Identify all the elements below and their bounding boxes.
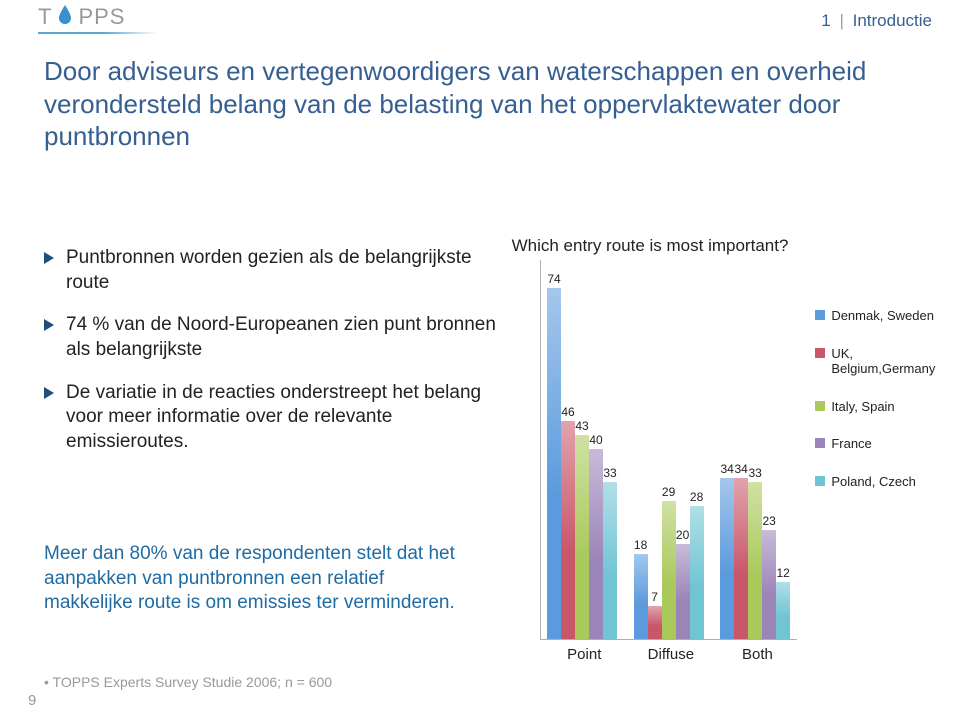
chart-value-label: 34 — [734, 462, 747, 476]
chart-plot: Point7446434033Diffuse187292028Both34343… — [540, 260, 797, 640]
legend-swatch — [815, 476, 825, 486]
chart-bar — [634, 554, 648, 640]
source-line: TOPPS Experts Survey Studie 2006; n = 60… — [60, 674, 332, 690]
chart-value-label: 23 — [762, 514, 775, 528]
chart-bar — [575, 435, 589, 639]
chart-value-label: 7 — [651, 590, 658, 604]
chart-value-label: 28 — [690, 490, 703, 504]
chart-bar — [603, 482, 617, 639]
chart-value-label: 74 — [547, 272, 560, 286]
chart-bar — [762, 530, 776, 639]
chart-bar — [690, 506, 704, 639]
legend-label: Poland, Czech — [831, 474, 916, 490]
legend-swatch — [815, 310, 825, 320]
chart-value-label: 20 — [676, 528, 689, 542]
legend-swatch — [815, 348, 825, 358]
slide: T PPS 1 | Introductie Door adviseurs en … — [0, 0, 960, 718]
chart-x-label: Point — [567, 646, 601, 663]
chart-value-label: 46 — [561, 405, 574, 419]
chart-legend: Denmak, Sweden UK, Belgium,Germany Italy, … — [815, 308, 940, 640]
page-number: 9 — [28, 692, 36, 709]
legend-item: France — [815, 436, 940, 452]
chart-bar — [776, 582, 790, 639]
bullet-list: Puntbronnen worden gezien als de belangr… — [44, 246, 499, 473]
legend-label: Italy, Spain — [831, 399, 894, 415]
chart-value-label: 34 — [720, 462, 733, 476]
section-header: 1 | Introductie — [821, 11, 932, 31]
chart-bar — [676, 544, 690, 639]
legend-label: France — [831, 436, 871, 452]
legend-item: Italy, Spain — [815, 399, 940, 415]
slide-title: Door adviseurs en vertegenwoordigers van… — [44, 55, 922, 153]
footnote: Meer dan 80% van de respondenten stelt d… — [44, 542, 474, 616]
chart-bar — [589, 449, 603, 639]
section-number: 1 — [821, 11, 830, 30]
section-name: Introductie — [853, 11, 932, 30]
chart-container: Which entry route is most important? Poi… — [530, 236, 940, 640]
chart-bar — [561, 421, 575, 640]
legend-swatch — [815, 401, 825, 411]
bullet-item: 74 % van de Noord-Europeanen zien punt b… — [44, 313, 499, 362]
chart-value-label: 29 — [662, 485, 675, 499]
chart-value-label: 12 — [776, 566, 789, 580]
chart-value-label: 40 — [589, 433, 602, 447]
chart-value-label: 33 — [748, 466, 761, 480]
bullet-item: De variatie in de reacties onderstreept … — [44, 381, 499, 455]
chart-bar — [720, 478, 734, 640]
chart-title: Which entry route is most important? — [510, 236, 790, 256]
chart-bar — [734, 478, 748, 640]
legend-swatch — [815, 438, 825, 448]
chart-bar — [547, 288, 561, 640]
chart-bar — [662, 501, 676, 639]
chart-x-label: Diffuse — [648, 646, 694, 663]
drop-icon — [56, 4, 74, 30]
chart-x-label: Both — [742, 646, 773, 663]
legend-item: UK, Belgium,Germany — [815, 346, 940, 377]
chart-value-label: 18 — [634, 538, 647, 552]
chart-value-label: 33 — [603, 466, 616, 480]
chart-bar — [648, 606, 662, 639]
legend-item: Poland, Czech — [815, 474, 940, 490]
chart-value-label: 43 — [575, 419, 588, 433]
chart-bar — [748, 482, 762, 639]
logo: T PPS — [38, 4, 125, 30]
legend-label: Denmak, Sweden — [831, 308, 934, 324]
legend-item: Denmak, Sweden — [815, 308, 940, 324]
logo-underline — [38, 32, 158, 34]
legend-label: UK, Belgium,Germany — [831, 346, 940, 377]
bullet-item: Puntbronnen worden gezien als de belangr… — [44, 246, 499, 295]
